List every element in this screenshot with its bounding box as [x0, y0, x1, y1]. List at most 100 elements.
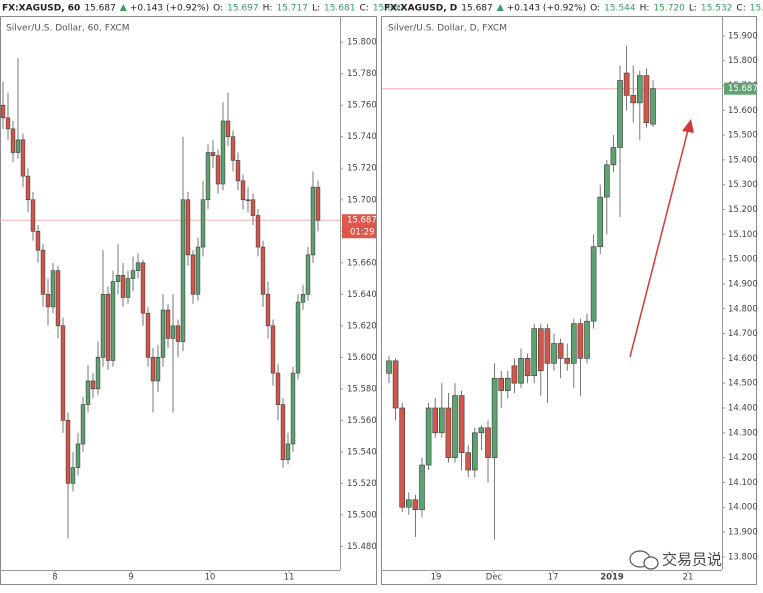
y-tick-label: 15.760 — [347, 101, 377, 111]
candle-body — [524, 358, 531, 377]
candle-body — [315, 186, 321, 221]
candle-body — [280, 404, 286, 461]
candle-body — [185, 199, 191, 256]
y-tick-label: 15.800 — [728, 56, 758, 66]
candle-body — [610, 147, 617, 166]
candle-body — [160, 309, 166, 358]
y-tick-label: 15.580 — [347, 384, 377, 394]
y-tick-label: 14.700 — [728, 329, 758, 339]
chart-panel: FX:XAGUSD, D 15.687 +0.143 (+0.92%) O: 15.54… — [382, 4, 763, 583]
candle-body — [20, 139, 26, 177]
x-tick-label: 17 — [548, 573, 559, 583]
candle-body — [130, 270, 136, 279]
icon-bubble — [643, 556, 659, 570]
candle-body — [210, 152, 216, 156]
candle-body — [551, 343, 557, 364]
price-tag-label: 15.687 — [347, 216, 377, 226]
candle-body — [498, 377, 505, 391]
x-tick-label: 9 — [128, 573, 133, 583]
candle-body — [511, 365, 518, 384]
ohlc-label: H: — [263, 4, 273, 14]
candle-body — [544, 328, 551, 364]
candle-body — [590, 246, 597, 322]
candle-body — [240, 180, 246, 201]
legend-title: Silver/U.S. Dollar, 60, FXCM — [6, 24, 129, 34]
candle-body — [35, 230, 41, 251]
candle-body — [190, 254, 196, 295]
candle-body — [75, 443, 81, 468]
candle-body — [180, 199, 186, 342]
candle-body — [386, 360, 392, 374]
candle-body — [445, 407, 452, 458]
candle-body — [617, 80, 623, 148]
candle-body — [643, 75, 650, 123]
y-tick-label: 14.900 — [728, 279, 758, 289]
left-panel-border — [0, 16, 377, 585]
ohlc-label: C: — [736, 4, 745, 14]
ohlc-label: O: — [213, 4, 223, 14]
candle-body — [170, 325, 176, 339]
x-tick-label: 8 — [52, 573, 57, 583]
candle-body — [290, 372, 296, 445]
arrow-head — [682, 119, 694, 133]
candle-body — [650, 88, 656, 125]
candle-body — [260, 246, 266, 295]
candle-body — [584, 320, 590, 359]
candle-body — [557, 343, 564, 359]
price-tag — [342, 214, 376, 239]
candle-body — [405, 499, 412, 508]
candle-body — [255, 215, 261, 248]
arrow-shaft — [629, 125, 690, 358]
y-tick-label: 14.600 — [728, 354, 758, 364]
candle-body — [5, 117, 11, 130]
candle-body — [265, 293, 271, 327]
candle-body — [215, 155, 221, 185]
candle-body — [623, 72, 630, 96]
last-price-text: 15.687 — [84, 4, 116, 14]
y-tick-label: 15.780 — [347, 69, 377, 79]
y-tick-label: 14.400 — [728, 403, 758, 413]
candle-body — [140, 262, 146, 314]
candle-body — [205, 152, 211, 201]
y-tick-label: 14.800 — [728, 304, 758, 314]
price-tag — [724, 82, 756, 95]
y-tick-label: 15.500 — [347, 510, 377, 520]
candle-body — [25, 175, 31, 201]
y-tick-label: 15.400 — [728, 155, 758, 165]
candle-body — [150, 357, 156, 382]
candle-body — [538, 328, 544, 372]
candle-body — [604, 164, 610, 198]
ohlc-value: 15.687 — [750, 4, 763, 14]
y-tick-label: 15.660 — [347, 258, 377, 268]
candle-body — [235, 160, 241, 182]
candle-body — [90, 380, 96, 390]
ohlc-label: L: — [312, 4, 320, 14]
candle-body — [200, 199, 206, 248]
candle-body — [295, 301, 301, 374]
candle-body — [55, 270, 61, 327]
y-tick-label: 15.720 — [347, 164, 377, 174]
x-tick-label: 19 — [431, 573, 442, 583]
candle-body — [230, 136, 236, 161]
candle-body — [110, 281, 116, 361]
x-tick-label: 10 — [205, 573, 216, 583]
candle-body — [531, 328, 538, 377]
candle-body — [225, 120, 231, 138]
candle-body — [95, 357, 101, 390]
y-tick-label: 13.800 — [728, 552, 758, 562]
y-tick-label: 15.740 — [347, 132, 377, 142]
candle-body — [310, 186, 316, 256]
y-tick-label: 15.700 — [347, 195, 377, 205]
candle-body — [465, 452, 472, 471]
candle-body — [155, 357, 161, 382]
candle-body — [105, 293, 111, 361]
candle-body — [425, 407, 432, 466]
candle-body — [485, 427, 491, 458]
candle-body — [285, 443, 291, 461]
candle-body — [300, 293, 306, 303]
candle-body — [145, 312, 151, 358]
y-tick-label: 15.640 — [347, 290, 377, 300]
candle-body — [478, 427, 485, 434]
candle-body — [40, 249, 46, 295]
symbol: FX:XAGUSD, 60 — [2, 4, 80, 14]
